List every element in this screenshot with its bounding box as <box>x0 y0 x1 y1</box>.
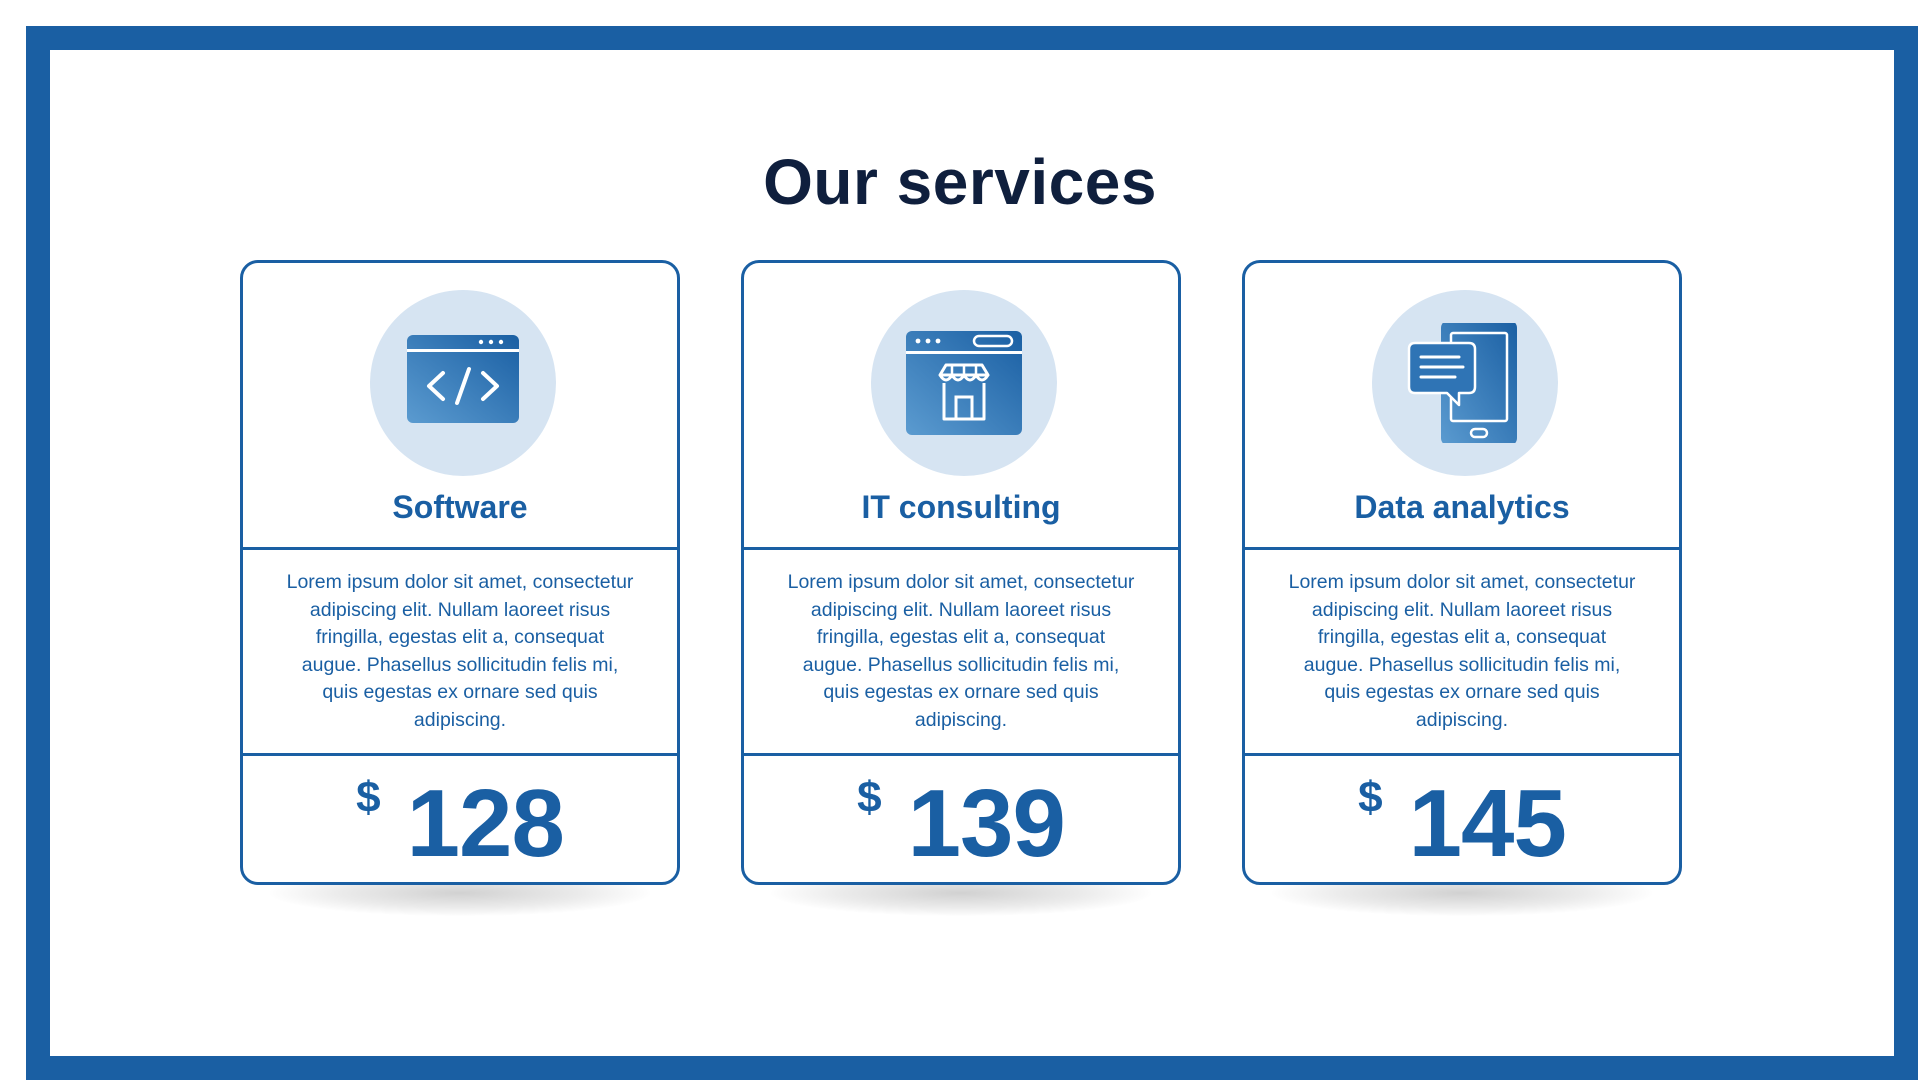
card-price: $139 <box>744 756 1178 882</box>
card-header: Software <box>243 263 677 550</box>
card-description: Lorem ipsum dolor sit amet, consectetur … <box>1288 571 1636 731</box>
card-body: Lorem ipsum dolor sit amet, consectetur … <box>243 550 677 756</box>
service-card: Data analytics Lorem ipsum dolor sit ame… <box>1242 260 1682 885</box>
page-title: Our services <box>763 146 1157 218</box>
card-price: $128 <box>243 756 677 882</box>
card-description: Lorem ipsum dolor sit amet, consectetur … <box>787 571 1135 731</box>
card-description: Lorem ipsum dolor sit amet, consectetur … <box>286 571 634 731</box>
card-title: Software <box>392 489 528 525</box>
price-amount: 145 <box>1408 770 1567 877</box>
service-card: IT consulting Lorem ipsum dolor sit amet… <box>741 260 1181 885</box>
card-title: Data analytics <box>1354 489 1570 525</box>
currency-symbol: $ <box>1358 773 1383 822</box>
code-window-icon <box>407 335 519 423</box>
card-header: Data analytics <box>1245 263 1679 550</box>
service-card-it-consulting: IT consulting Lorem ipsum dolor sit amet… <box>741 260 1181 920</box>
currency-symbol: $ <box>857 773 882 822</box>
service-card: Software Lorem ipsum dolor sit amet, con… <box>240 260 680 885</box>
service-card-data-analytics: Data analytics Lorem ipsum dolor sit ame… <box>1242 260 1682 920</box>
price-amount: 139 <box>907 770 1066 877</box>
mobile-chat-icon <box>1407 323 1517 443</box>
card-title: IT consulting <box>861 489 1061 525</box>
currency-symbol: $ <box>356 773 381 822</box>
card-body: Lorem ipsum dolor sit amet, consectetur … <box>1245 550 1679 756</box>
icon-circle <box>370 290 556 476</box>
service-card-software: Software Lorem ipsum dolor sit amet, con… <box>240 260 680 920</box>
card-price: $145 <box>1245 756 1679 882</box>
icon-circle <box>1372 290 1558 476</box>
web-store-icon <box>906 331 1022 435</box>
icon-circle <box>871 290 1057 476</box>
price-amount: 128 <box>406 770 565 877</box>
card-header: IT consulting <box>744 263 1178 550</box>
card-body: Lorem ipsum dolor sit amet, consectetur … <box>744 550 1178 756</box>
